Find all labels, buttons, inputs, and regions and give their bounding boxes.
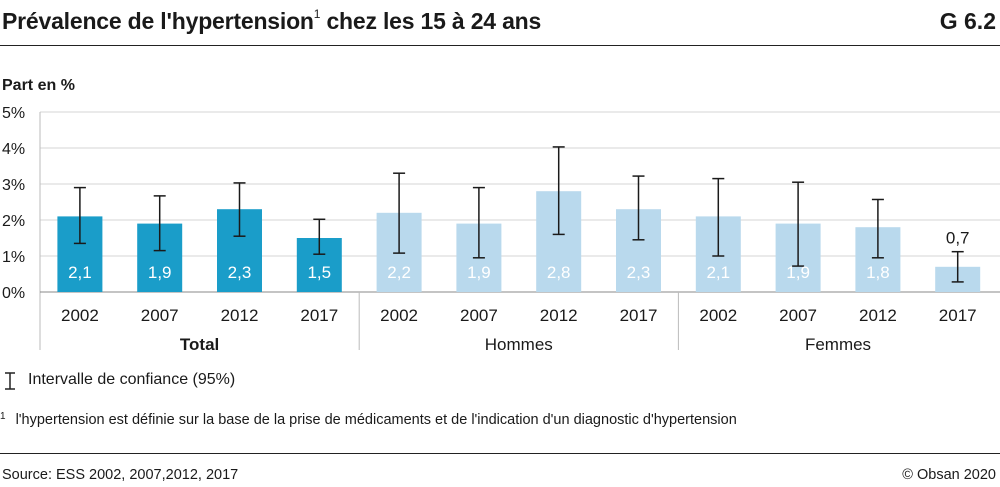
x-tick-label: 2002: [380, 306, 418, 325]
bottom-divider: [0, 453, 1000, 454]
y-tick-label: 1%: [2, 249, 25, 266]
x-tick-label: 2017: [620, 306, 658, 325]
data-label: 1,9: [786, 263, 810, 282]
data-label: 2,8: [547, 263, 571, 282]
y-tick-label: 3%: [2, 177, 25, 194]
footnote: 1 l'hypertension est définie sur la base …: [0, 411, 737, 428]
data-label: 2,1: [68, 263, 92, 282]
x-tick-label: 2012: [540, 306, 578, 325]
top-divider: [0, 45, 1000, 46]
group-label: Total: [180, 335, 219, 354]
data-label: 1,9: [148, 263, 172, 282]
data-label: 1,8: [866, 263, 890, 282]
x-tick-label: 2012: [221, 306, 259, 325]
y-tick-label: 5%: [2, 105, 25, 122]
x-tick-label: 2017: [300, 306, 338, 325]
y-tick-label: 0%: [2, 285, 25, 302]
legend-label-ci: Intervalle de confiance (95%): [28, 371, 236, 388]
footnote-mark: 1: [0, 411, 6, 422]
data-label: 2,2: [387, 263, 411, 282]
copyright: © Obsan 2020: [902, 467, 996, 483]
x-tick-label: 2012: [859, 306, 897, 325]
x-tick-label: 2007: [779, 306, 817, 325]
x-tick-label: 2007: [141, 306, 179, 325]
x-tick-label: 2002: [61, 306, 99, 325]
title-rest: chez les 15 à 24 ans: [320, 8, 542, 34]
footnote-text: l'hypertension est définie sur la base d…: [15, 412, 737, 428]
data-label: 2,1: [706, 263, 730, 282]
x-tick-label: 2002: [699, 306, 737, 325]
data-label: 2,3: [627, 263, 651, 282]
x-tick-label: 2017: [939, 306, 977, 325]
confidence-interval-icon: [5, 372, 15, 390]
group-label: Femmes: [805, 335, 871, 354]
group-label: Hommes: [485, 335, 553, 354]
data-label: 0,7: [946, 229, 970, 248]
title-main: Prévalence de l'hypertension: [2, 8, 314, 34]
data-label: 1,5: [307, 263, 331, 282]
bar-chart: Part en % 0% 1% 2% 3% 4% 5% 2,1 2002 1,9 2007 2,3 20…: [2, 77, 1000, 354]
chart-title: Prévalence de l'hypertension1 chez les 1…: [2, 8, 541, 35]
y-axis-title: Part en %: [2, 77, 75, 94]
y-tick-label: 4%: [2, 141, 25, 158]
data-label: 1,9: [467, 263, 491, 282]
title-footnote-mark: 1: [313, 7, 321, 22]
source-note: Source: ESS 2002, 2007,2012, 2017: [2, 467, 239, 483]
graph-code: G 6.2: [939, 8, 996, 34]
data-label: 2,3: [228, 263, 252, 282]
x-tick-label: 2007: [460, 306, 498, 325]
y-tick-label: 2%: [2, 213, 25, 230]
